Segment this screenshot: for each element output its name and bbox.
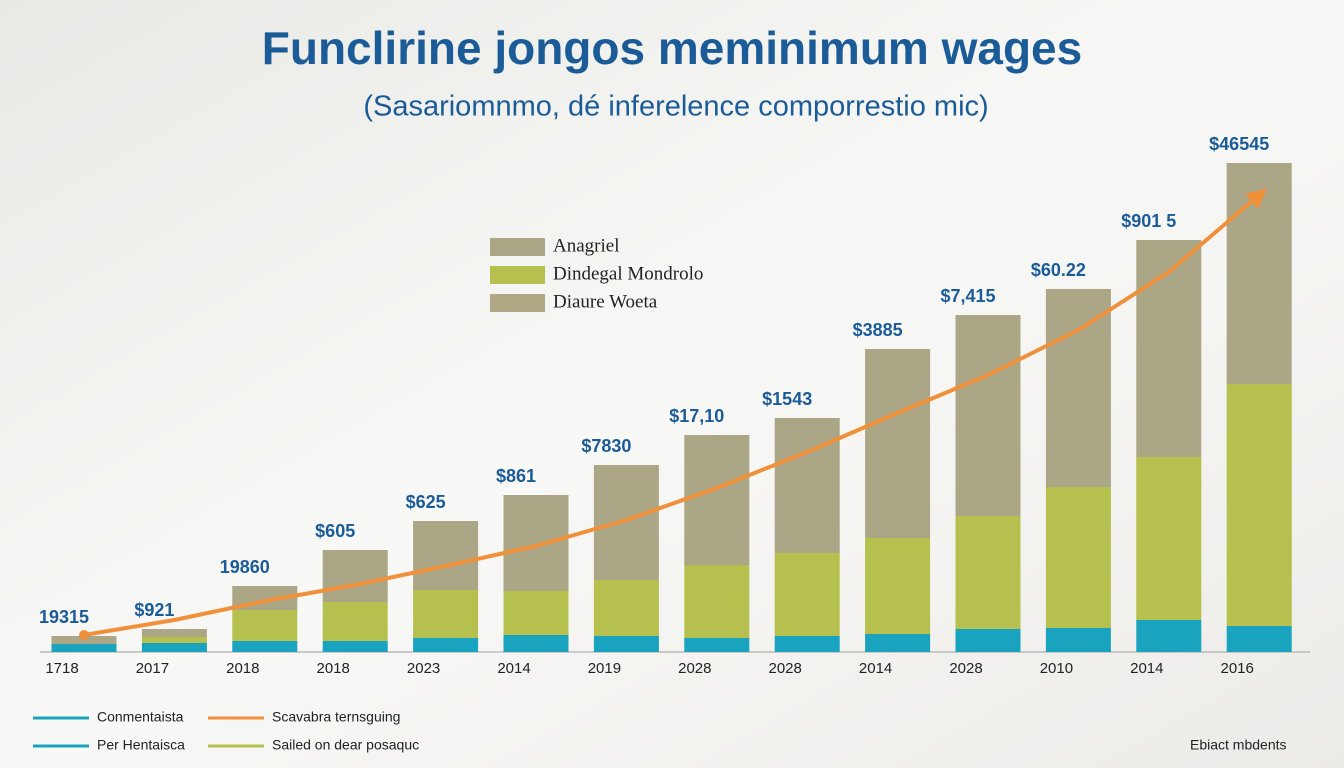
- x-tick-label: 2028: [678, 660, 711, 677]
- x-tick-label: 2016: [1221, 660, 1254, 677]
- x-tick-label: 2014: [1130, 660, 1163, 677]
- bar-segment: [955, 315, 1021, 516]
- bar-segment: [322, 602, 388, 641]
- bar-segment: [141, 643, 207, 652]
- legend-swatch: [490, 294, 545, 312]
- data-label: $60.22: [1031, 260, 1086, 280]
- legend-label: Per Hentaisca: [97, 737, 185, 753]
- bar-segment: [593, 580, 659, 636]
- data-label: $861: [496, 466, 536, 486]
- bar-segment: [593, 636, 659, 652]
- legend-label: Conmentaista: [97, 709, 184, 725]
- legend-label: Dindegal Mondrolo: [553, 263, 703, 284]
- bar-segment: [51, 644, 117, 652]
- x-tick-label: 2014: [497, 660, 530, 677]
- legend-label: Diaure Woeta: [553, 291, 658, 312]
- bar-segment: [774, 553, 840, 636]
- bar-segment: [503, 495, 569, 591]
- chart-subtitle: (Sasariomnmo, dé inferelence comporresti…: [363, 91, 988, 123]
- x-tick-label: 1718: [45, 660, 78, 677]
- data-label: $17,10: [669, 406, 724, 426]
- bar-segment: [413, 590, 479, 638]
- footnote: Ebiact mbdents: [1190, 737, 1287, 753]
- data-label: 19860: [220, 557, 270, 577]
- bar-segment: [955, 516, 1021, 629]
- bar-segment: [865, 634, 931, 652]
- data-label: $3885: [853, 320, 903, 340]
- bar-segment: [1136, 620, 1202, 652]
- bar-segment: [322, 550, 388, 602]
- chart-title: Funclirine jongos meminimum wages: [262, 22, 1082, 74]
- x-tick-label: 2018: [317, 660, 350, 677]
- bar-segment: [684, 565, 750, 638]
- x-tick-label: 2019: [588, 660, 621, 677]
- x-tick-label: 2018: [226, 660, 259, 677]
- legend-label: Sailed on dear posaquc: [272, 737, 419, 753]
- legend-swatch: [490, 266, 545, 284]
- bar-segment: [865, 349, 931, 538]
- data-label: $7830: [581, 436, 631, 456]
- bar-segment: [413, 638, 479, 652]
- bar-segment: [503, 635, 569, 652]
- bar-segment: [413, 521, 479, 590]
- x-tick-label: 2023: [407, 660, 440, 677]
- legend-label: Scavabra ternsguing: [272, 709, 400, 725]
- x-tick-label: 2017: [136, 660, 169, 677]
- legend-label: Anagriel: [553, 235, 619, 256]
- bar-segment: [684, 638, 750, 652]
- data-label: $921: [134, 600, 174, 620]
- trend-start: [79, 630, 89, 640]
- data-label: $7,415: [940, 286, 995, 306]
- trend-line: [83, 188, 1267, 637]
- x-tick-label: 2014: [859, 660, 892, 677]
- data-label: $625: [406, 492, 446, 512]
- bar-segment: [1045, 487, 1111, 628]
- bar-segment: [232, 610, 298, 641]
- bar-segment: [865, 538, 931, 634]
- bar-segment: [1045, 628, 1111, 652]
- bar-segment: [684, 435, 750, 565]
- bar-segment: [774, 636, 840, 652]
- data-label: $46545: [1209, 134, 1269, 154]
- data-label: 19315: [39, 607, 89, 627]
- x-tick-label: 2010: [1040, 660, 1073, 677]
- x-tick-label: 2028: [769, 660, 802, 677]
- bar-segment: [232, 641, 298, 652]
- bar-segment: [141, 637, 207, 643]
- bar-segment: [1136, 240, 1202, 457]
- data-label: $901 5: [1121, 211, 1176, 231]
- bar-segment: [503, 591, 569, 635]
- bar-segment: [141, 629, 207, 637]
- bar-segment: [322, 641, 388, 652]
- bar-segment: [1226, 384, 1292, 626]
- bar-segment: [593, 465, 659, 580]
- data-label: $605: [315, 521, 355, 541]
- bar-segment: [955, 629, 1021, 652]
- bar-segment: [1136, 457, 1202, 620]
- legend-swatch: [490, 238, 545, 256]
- bar-segment: [1226, 626, 1292, 652]
- bar-segment: [774, 418, 840, 553]
- data-label: $1543: [762, 389, 812, 409]
- bar-segment: [1045, 289, 1111, 487]
- x-tick-label: 2028: [949, 660, 982, 677]
